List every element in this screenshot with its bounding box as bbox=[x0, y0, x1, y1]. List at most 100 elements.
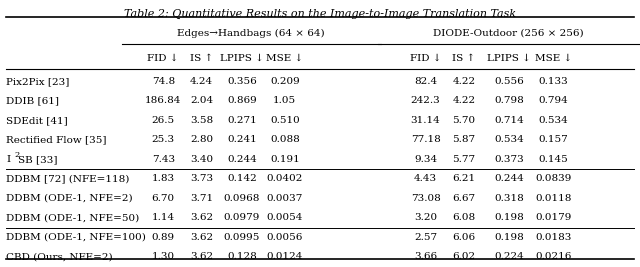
Text: SDEdit [41]: SDEdit [41] bbox=[6, 116, 68, 125]
Text: 3.73: 3.73 bbox=[190, 174, 213, 183]
Text: DIODE-Outdoor (256 × 256): DIODE-Outdoor (256 × 256) bbox=[433, 29, 584, 38]
Text: 4.24: 4.24 bbox=[190, 77, 213, 86]
Text: 3.62: 3.62 bbox=[190, 213, 213, 222]
Text: 26.5: 26.5 bbox=[152, 116, 175, 125]
Text: 6.08: 6.08 bbox=[452, 213, 476, 222]
Text: 2.04: 2.04 bbox=[190, 96, 213, 105]
Text: 6.67: 6.67 bbox=[452, 194, 476, 203]
Text: 4.22: 4.22 bbox=[452, 96, 476, 105]
Text: DDBM (ODE-1, NFE=100): DDBM (ODE-1, NFE=100) bbox=[6, 233, 147, 242]
Text: 0.145: 0.145 bbox=[539, 155, 568, 164]
Text: 0.0179: 0.0179 bbox=[536, 213, 572, 222]
Text: IS ↑: IS ↑ bbox=[190, 54, 213, 63]
Text: 73.08: 73.08 bbox=[411, 194, 440, 203]
Text: 0.89: 0.89 bbox=[152, 233, 175, 242]
Text: LPIPS ↓: LPIPS ↓ bbox=[220, 54, 264, 63]
Text: I: I bbox=[6, 155, 10, 164]
Text: 0.198: 0.198 bbox=[494, 213, 524, 222]
Text: SB [33]: SB [33] bbox=[18, 155, 58, 164]
Text: 0.318: 0.318 bbox=[494, 194, 524, 203]
Text: 5.70: 5.70 bbox=[452, 116, 476, 125]
Text: 0.798: 0.798 bbox=[494, 96, 524, 105]
Text: Table 2: Quantitative Results on the Image-to-Image Translation Task: Table 2: Quantitative Results on the Ima… bbox=[124, 9, 516, 19]
Text: 25.3: 25.3 bbox=[152, 135, 175, 144]
Text: 4.22: 4.22 bbox=[452, 77, 476, 86]
Text: 0.198: 0.198 bbox=[494, 233, 524, 242]
Text: 6.06: 6.06 bbox=[452, 233, 476, 242]
Text: 0.0056: 0.0056 bbox=[267, 233, 303, 242]
Text: Pix2Pix [23]: Pix2Pix [23] bbox=[6, 77, 70, 86]
Text: 1.30: 1.30 bbox=[152, 252, 175, 261]
Text: MSE ↓: MSE ↓ bbox=[266, 54, 303, 63]
Text: DDIB [61]: DDIB [61] bbox=[6, 96, 60, 105]
Text: 31.14: 31.14 bbox=[411, 116, 440, 125]
Text: 0.191: 0.191 bbox=[270, 155, 300, 164]
Text: 74.8: 74.8 bbox=[152, 77, 175, 86]
Text: 7.43: 7.43 bbox=[152, 155, 175, 164]
Text: 186.84: 186.84 bbox=[145, 96, 181, 105]
Text: 3.40: 3.40 bbox=[190, 155, 213, 164]
Text: 0.0037: 0.0037 bbox=[267, 194, 303, 203]
Text: 0.209: 0.209 bbox=[270, 77, 300, 86]
Text: 3.71: 3.71 bbox=[190, 194, 213, 203]
Text: 0.0124: 0.0124 bbox=[267, 252, 303, 261]
Text: 0.088: 0.088 bbox=[270, 135, 300, 144]
Text: 1.05: 1.05 bbox=[273, 96, 296, 105]
Text: 9.34: 9.34 bbox=[414, 155, 437, 164]
Text: 0.142: 0.142 bbox=[227, 174, 257, 183]
Text: 2.80: 2.80 bbox=[190, 135, 213, 144]
Text: 0.534: 0.534 bbox=[494, 135, 524, 144]
Text: 0.869: 0.869 bbox=[227, 96, 257, 105]
Text: FID ↓: FID ↓ bbox=[147, 54, 179, 63]
Text: 0.0995: 0.0995 bbox=[224, 233, 260, 242]
Text: 0.794: 0.794 bbox=[539, 96, 568, 105]
Text: 4.43: 4.43 bbox=[414, 174, 437, 183]
Text: 0.271: 0.271 bbox=[227, 116, 257, 125]
Text: CBD (Ours, NFE=2): CBD (Ours, NFE=2) bbox=[6, 252, 113, 261]
Text: 0.356: 0.356 bbox=[227, 77, 257, 86]
Text: 3.20: 3.20 bbox=[414, 213, 437, 222]
Text: DDBM (ODE-1, NFE=2): DDBM (ODE-1, NFE=2) bbox=[6, 194, 133, 203]
Text: 6.02: 6.02 bbox=[452, 252, 476, 261]
Text: 0.556: 0.556 bbox=[494, 77, 524, 86]
Text: 0.244: 0.244 bbox=[494, 174, 524, 183]
Text: 77.18: 77.18 bbox=[411, 135, 440, 144]
Text: 0.0054: 0.0054 bbox=[267, 213, 303, 222]
Text: 0.0839: 0.0839 bbox=[536, 174, 572, 183]
Text: IS ↑: IS ↑ bbox=[452, 54, 476, 63]
Text: 0.0968: 0.0968 bbox=[224, 194, 260, 203]
Text: 5.77: 5.77 bbox=[452, 155, 476, 164]
Text: 3.66: 3.66 bbox=[414, 252, 437, 261]
Text: MSE ↓: MSE ↓ bbox=[535, 54, 572, 63]
Text: 0.241: 0.241 bbox=[227, 135, 257, 144]
Text: 1.14: 1.14 bbox=[152, 213, 175, 222]
Text: 6.70: 6.70 bbox=[152, 194, 175, 203]
Text: 0.0979: 0.0979 bbox=[224, 213, 260, 222]
Text: 2: 2 bbox=[14, 151, 19, 159]
Text: 6.21: 6.21 bbox=[452, 174, 476, 183]
Text: 0.0183: 0.0183 bbox=[536, 233, 572, 242]
Text: 0.244: 0.244 bbox=[227, 155, 257, 164]
Text: 0.0118: 0.0118 bbox=[536, 194, 572, 203]
Text: 0.224: 0.224 bbox=[494, 252, 524, 261]
Text: 0.510: 0.510 bbox=[270, 116, 300, 125]
Text: 2.57: 2.57 bbox=[414, 233, 437, 242]
Text: 0.0402: 0.0402 bbox=[267, 174, 303, 183]
Text: 5.87: 5.87 bbox=[452, 135, 476, 144]
Text: 3.58: 3.58 bbox=[190, 116, 213, 125]
Text: DDBM (ODE-1, NFE=50): DDBM (ODE-1, NFE=50) bbox=[6, 213, 140, 222]
Text: 82.4: 82.4 bbox=[414, 77, 437, 86]
Text: 0.373: 0.373 bbox=[494, 155, 524, 164]
Text: 0.534: 0.534 bbox=[539, 116, 568, 125]
Text: 3.62: 3.62 bbox=[190, 233, 213, 242]
Text: Edges→Handbags (64 × 64): Edges→Handbags (64 × 64) bbox=[177, 29, 325, 38]
Text: 0.133: 0.133 bbox=[539, 77, 568, 86]
Text: 1.83: 1.83 bbox=[152, 174, 175, 183]
Text: 3.62: 3.62 bbox=[190, 252, 213, 261]
Text: LPIPS ↓: LPIPS ↓ bbox=[487, 54, 531, 63]
Text: 0.128: 0.128 bbox=[227, 252, 257, 261]
Text: 0.157: 0.157 bbox=[539, 135, 568, 144]
Text: 242.3: 242.3 bbox=[411, 96, 440, 105]
Text: 0.0216: 0.0216 bbox=[536, 252, 572, 261]
Text: DDBM [72] (NFE=118): DDBM [72] (NFE=118) bbox=[6, 174, 130, 183]
